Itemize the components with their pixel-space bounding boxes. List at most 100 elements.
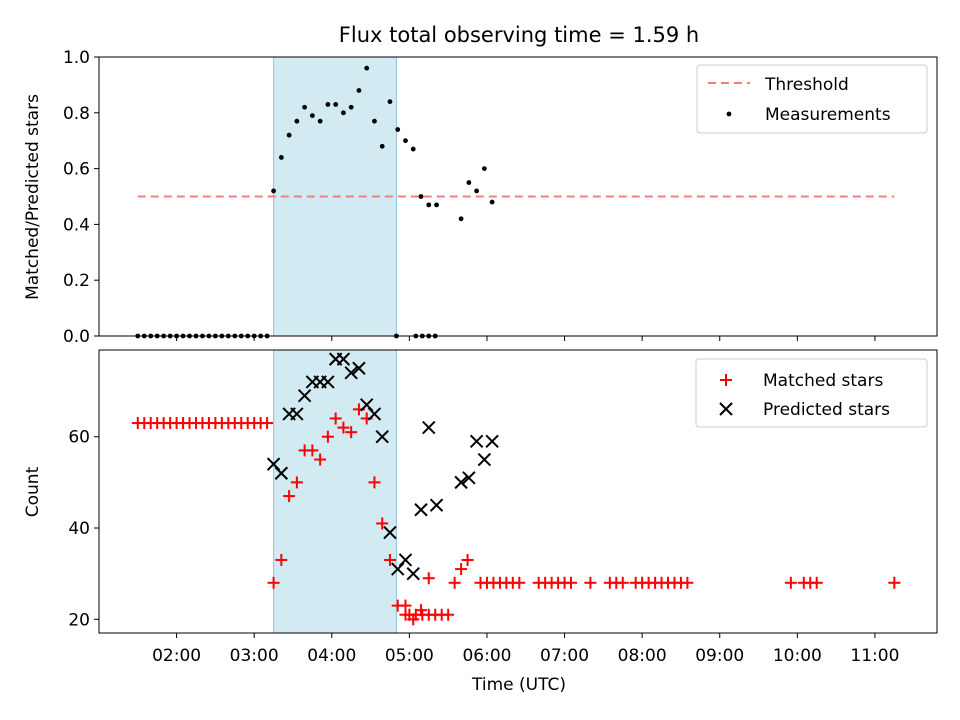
- matched-star-point: [306, 444, 319, 457]
- y-tick-label: 0.4: [63, 215, 90, 235]
- x-tick-label: 04:00: [307, 646, 356, 666]
- y-tick-label: 0.8: [63, 104, 90, 124]
- x-tick-label: 05:00: [385, 646, 434, 666]
- matched-star-point: [461, 553, 474, 566]
- count-x-ticks: 02:00 03:00 04:00 05:00 06:00 07:00 08:00 09:00…: [152, 633, 899, 666]
- y-tick-label: 0.6: [63, 160, 90, 180]
- legend-predicted-swatch: [719, 402, 733, 416]
- predicted-star-point: [367, 407, 382, 421]
- matched-star-point: [442, 608, 455, 621]
- matched-star-point: [261, 417, 274, 430]
- matched-star-point: [376, 517, 389, 530]
- matched-star-point: [337, 421, 350, 434]
- measurement-point: [458, 216, 464, 222]
- measurement-point: [395, 127, 401, 132]
- matched-star-point: [584, 576, 597, 589]
- matched-star-point: [888, 576, 901, 589]
- predicted-star-point: [336, 352, 351, 366]
- predicted-star-point: [375, 430, 389, 444]
- matched-star-point: [455, 563, 468, 576]
- measurement-point: [271, 188, 276, 194]
- measurement-point: [426, 202, 432, 208]
- count-y-ticks: 20 40 60: [68, 428, 99, 630]
- measurement-point: [278, 155, 284, 160]
- matched-star-point: [290, 476, 303, 489]
- count-panel: 20 40 60 02:00 03:00 04:00 05:00 06:00 07:00 08:…: [23, 349, 938, 695]
- matched-star-point: [513, 576, 526, 589]
- ratio-panel: 0.0 0.2 0.4 0.6 0.8 1.0 Matched/Predicted sta…: [23, 48, 938, 347]
- count-legend: Matched stars Predicted stars: [695, 358, 928, 428]
- x-tick-label: 08:00: [618, 646, 667, 666]
- x-tick-label: 02:00: [152, 646, 201, 666]
- measurement-point: [434, 202, 439, 208]
- predicted-star-point: [469, 434, 484, 448]
- predicted-star-point: [485, 434, 499, 448]
- legend-threshold-label: Threshold: [764, 75, 849, 95]
- matched-star-point: [616, 576, 629, 589]
- predicted-star-point: [406, 566, 420, 581]
- count-y-axis-label: Count: [23, 466, 43, 517]
- matched-star-point: [810, 576, 823, 589]
- matched-star-point: [321, 430, 334, 443]
- measurement-point: [466, 180, 472, 185]
- measurement-point: [333, 102, 339, 107]
- measurement-point: [309, 113, 315, 118]
- predicted-star-point: [422, 420, 436, 435]
- legend-matched-swatch: [720, 374, 732, 386]
- predicted-star-point: [414, 503, 428, 517]
- predicted-star-point: [274, 466, 289, 480]
- y-tick-label: 1.0: [63, 48, 90, 68]
- predicted-star-point: [344, 366, 358, 380]
- figure-title: Flux total observing time = 1.59 h: [339, 23, 699, 47]
- predicted-star-point: [462, 471, 476, 485]
- ratio-y-ticks: 0.0 0.2 0.4 0.6 0.8 1.0: [63, 48, 99, 347]
- x-tick-label: 09:00: [695, 646, 744, 666]
- measurement-point: [418, 194, 424, 199]
- legend-measurements-label: Measurements: [765, 105, 891, 125]
- measurement-point: [403, 138, 408, 144]
- measurement-point: [364, 65, 370, 71]
- x-axis-label: Time (UTC): [471, 675, 566, 695]
- x-tick-label: 07:00: [540, 646, 589, 666]
- matched-star-point: [784, 576, 797, 589]
- matched-star-point: [383, 553, 396, 566]
- measurement-point: [387, 99, 393, 105]
- x-tick-label: 03:00: [230, 646, 279, 666]
- measurement-point: [489, 199, 495, 205]
- measurement-point: [286, 132, 292, 138]
- measurement-point: [410, 146, 416, 152]
- measurement-point: [356, 88, 362, 93]
- predicted-star-point: [352, 361, 366, 375]
- predicted-star-point: [454, 475, 468, 490]
- measurement-point: [294, 118, 300, 124]
- matched-star-point: [267, 576, 280, 589]
- measurement-point: [372, 118, 377, 124]
- legend-measurements-swatch: [726, 111, 732, 117]
- matched-star-point: [329, 412, 342, 425]
- measurement-point: [302, 104, 308, 110]
- y-tick-label: 0.0: [63, 327, 90, 347]
- matched-star-point: [422, 572, 435, 585]
- ratio-legend: Threshold Measurements: [696, 64, 928, 134]
- count-panel-frame: [98, 349, 938, 634]
- matched-star-point: [314, 453, 327, 466]
- measurement-point: [325, 102, 331, 107]
- x-tick-label: 06:00: [462, 646, 511, 666]
- measurement-point: [348, 104, 354, 110]
- matched-star-point: [681, 576, 694, 589]
- y-tick-label: 20: [68, 610, 90, 630]
- predicted-star-point: [383, 525, 397, 540]
- measurement-point: [379, 143, 385, 149]
- matched-star-point: [565, 576, 578, 589]
- predicted-star-point: [321, 375, 335, 389]
- x-tick-label: 10:00: [773, 646, 822, 666]
- y-tick-label: 60: [68, 428, 90, 448]
- count-points: [131, 352, 901, 626]
- predicted-star-point: [297, 388, 312, 403]
- ratio-panel-frame: [98, 56, 938, 337]
- observing-span-bottom: [273, 349, 397, 634]
- measurement-point: [474, 188, 480, 194]
- matched-star-point: [275, 553, 288, 566]
- y-tick-label: 40: [68, 519, 90, 539]
